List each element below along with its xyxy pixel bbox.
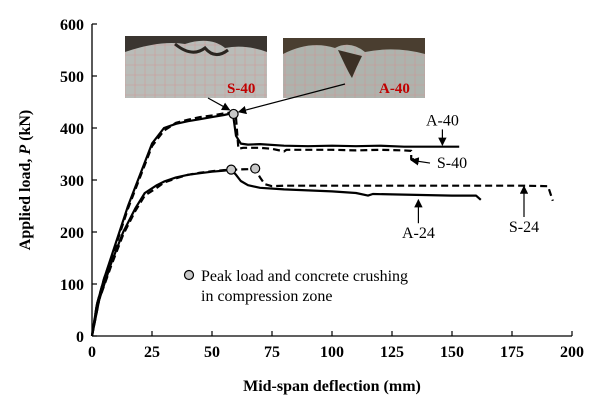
x-tick-label: 75 <box>264 344 280 361</box>
series-label-arrow <box>410 157 431 166</box>
y-tick-label: 600 <box>60 17 84 34</box>
photo-label-s-40: S-40 <box>227 81 255 97</box>
y-axis-title: Applied load, P (kN) <box>17 110 34 250</box>
legend: Peak load and concrete crushing in compr… <box>183 268 408 305</box>
x-tick-label: 25 <box>144 344 160 361</box>
x-tick-label: 200 <box>560 344 584 361</box>
series-line-a-24 <box>90 168 482 337</box>
legend-text-line-1: Peak load and concrete crushing <box>201 268 408 285</box>
x-tick-label: 100 <box>320 344 344 361</box>
x-tick-label: 125 <box>380 344 404 361</box>
peak-marker <box>250 163 261 174</box>
peak-marker-legend-icon <box>183 269 195 281</box>
x-tick-label: 175 <box>500 344 524 361</box>
y-tick-label: 400 <box>60 121 84 138</box>
y-tick-label: 0 <box>76 329 84 346</box>
legend-text-line-2: in compression zone <box>201 288 333 305</box>
y-tick-label: 100 <box>60 277 84 294</box>
x-tick-label: 150 <box>440 344 464 361</box>
photo-a-40-arrow <box>237 83 346 115</box>
series-label-s-24: S-24 <box>509 219 539 236</box>
peak-marker <box>228 108 239 120</box>
photo-a-40: A-40 <box>283 38 425 98</box>
x-tick-label: 50 <box>204 344 220 361</box>
y-axis-title-part-1: Applied load, <box>17 155 34 251</box>
peak-marker <box>226 164 237 175</box>
photo-label-a-40: A-40 <box>379 81 410 97</box>
y-tick-label: 500 <box>60 69 84 86</box>
series-label-a-24: A-24 <box>402 225 435 242</box>
y-tick-label: 200 <box>60 225 84 242</box>
y-axis-title-symbol: P <box>17 145 34 156</box>
series-label-a-40: A-40 <box>426 112 459 129</box>
series-line-s-24 <box>90 167 554 337</box>
x-axis-title: Mid-span deflection (mm) <box>243 378 421 395</box>
x-tick-label: 0 <box>88 344 96 361</box>
specimen-photos: S-40 A-40 <box>125 36 425 98</box>
y-axis-title-part-2: (kN) <box>17 110 34 145</box>
series-label-s-40: S-40 <box>437 155 467 172</box>
annotations: A-40 S-40 A-24 S-24 <box>207 83 539 242</box>
photo-s-40-arrow <box>207 97 231 111</box>
axis-ticks: 0 25 50 75 100 125 150 175 200 0 100 200 300 400 500 60… <box>60 17 584 361</box>
photo-s-40: S-40 <box>125 36 267 98</box>
series-line-s-40 <box>90 111 416 337</box>
y-tick-label: 300 <box>60 173 84 190</box>
